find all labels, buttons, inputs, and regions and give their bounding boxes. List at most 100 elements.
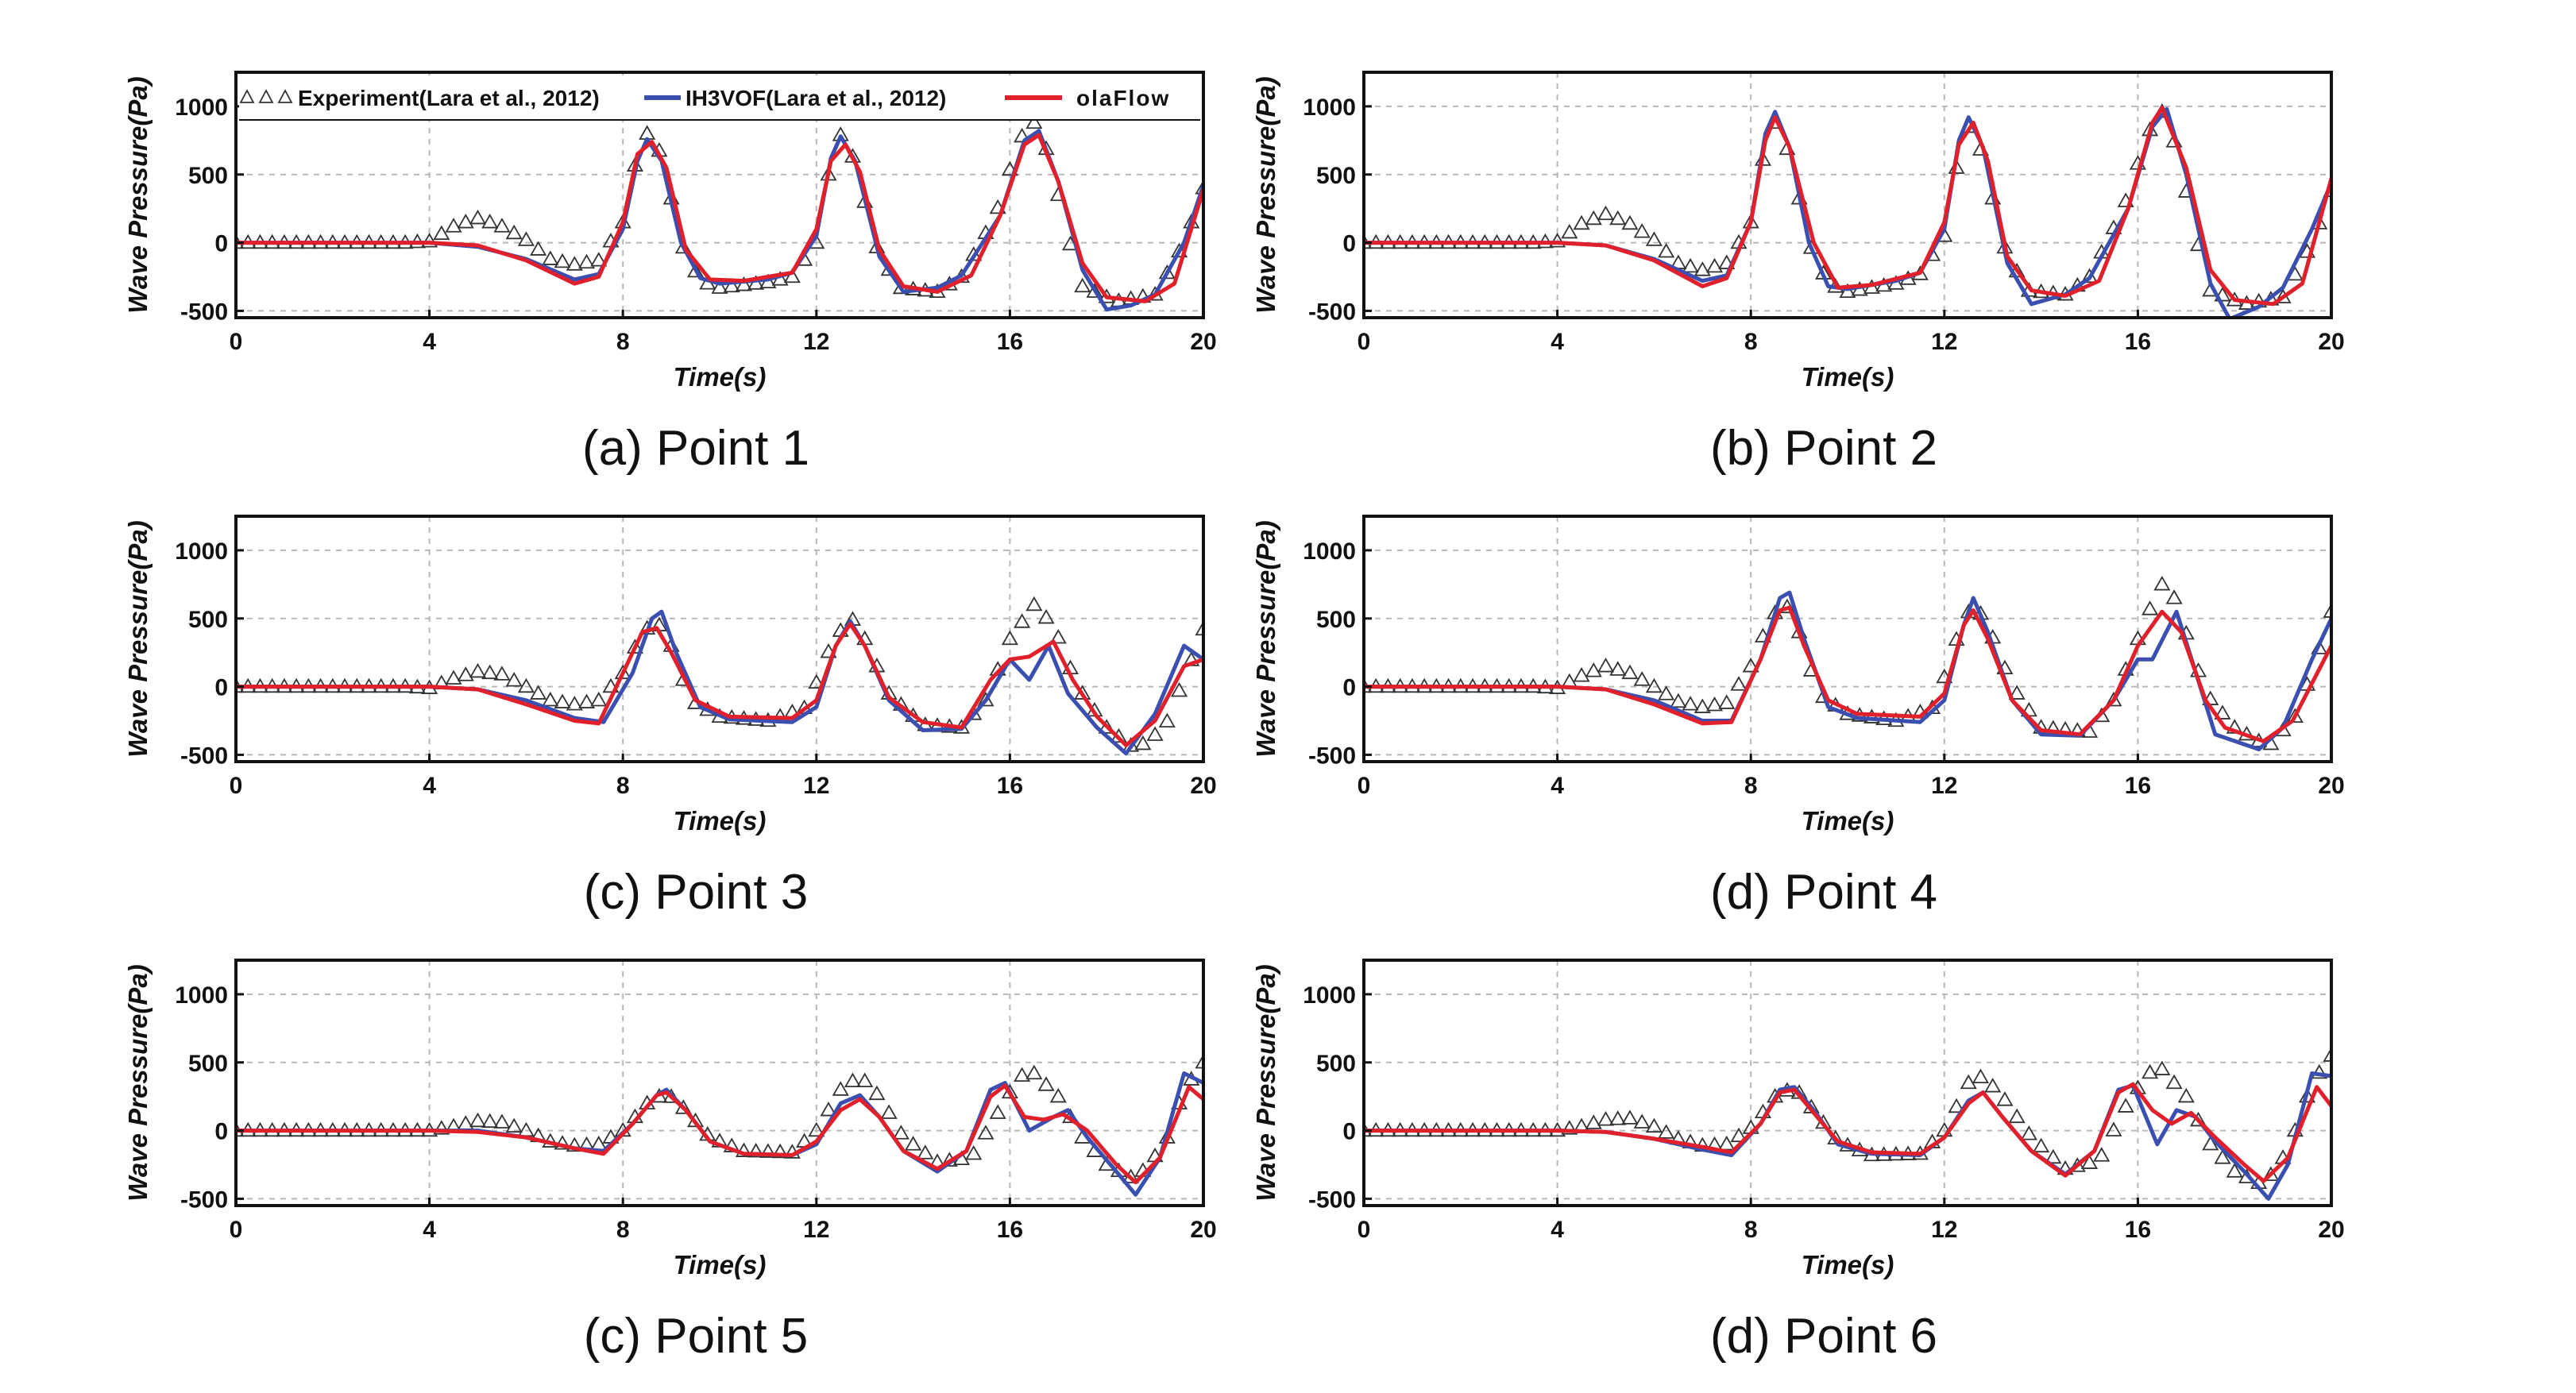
panel-caption: (c) Point 3 bbox=[584, 865, 809, 920]
experiment-marker bbox=[2008, 1108, 2026, 1124]
experiment-marker bbox=[590, 691, 608, 707]
y-tick-label: 1000 bbox=[1303, 982, 1356, 1009]
experiment-marker bbox=[554, 693, 571, 708]
x-tick-label: 0 bbox=[230, 329, 243, 355]
y-tick-label: 500 bbox=[1316, 607, 1356, 633]
y-tick-label: 1000 bbox=[175, 538, 228, 565]
experiment-marker bbox=[493, 218, 511, 233]
experiment-marker bbox=[1609, 1110, 1627, 1125]
experiment-marker bbox=[783, 268, 801, 284]
experiment-marker bbox=[457, 666, 474, 681]
experiment-marker bbox=[1573, 214, 1590, 230]
y-tick-label: 1000 bbox=[1303, 95, 1356, 121]
y-tick-label: -500 bbox=[180, 299, 228, 325]
experiment-marker bbox=[577, 253, 596, 269]
experiment-marker bbox=[530, 685, 547, 700]
x-tick-label: 8 bbox=[616, 329, 630, 355]
experiment-marker bbox=[711, 279, 728, 294]
series-olaflow bbox=[1364, 106, 2331, 307]
experiment-marker bbox=[1705, 696, 1724, 712]
plot-frame bbox=[1362, 515, 2333, 763]
x-tick-label: 4 bbox=[1551, 329, 1564, 355]
olaflow-line bbox=[236, 133, 1203, 303]
experiment-marker bbox=[1633, 1113, 1651, 1129]
x-axis-title: Time(s) bbox=[674, 362, 767, 392]
experiment-marker bbox=[1633, 671, 1651, 686]
x-tick-label: 16 bbox=[997, 329, 1023, 355]
y-tick-label: 0 bbox=[1342, 231, 1356, 257]
x-tick-label: 8 bbox=[1744, 773, 1758, 799]
experiment-marker bbox=[2262, 1166, 2280, 1182]
experiment-marker bbox=[1014, 1067, 1031, 1082]
x-tick-label: 4 bbox=[423, 329, 436, 355]
experiment-marker bbox=[989, 1104, 1006, 1119]
experiment-marker bbox=[1694, 261, 1711, 276]
experiment-marker bbox=[1158, 264, 1176, 280]
experiment-marker bbox=[2214, 286, 2231, 302]
experiment-marker bbox=[856, 1072, 874, 1088]
experiment-marker bbox=[1742, 214, 1759, 229]
x-tick-label: 0 bbox=[1358, 773, 1371, 799]
y-tick-label: 0 bbox=[214, 1119, 228, 1145]
experiment-marker bbox=[2153, 576, 2171, 591]
x-tick-label: 12 bbox=[803, 329, 829, 355]
experiment-marker bbox=[445, 669, 462, 685]
x-axis-title: Time(s) bbox=[674, 1250, 767, 1279]
experiment-marker bbox=[1658, 242, 1675, 258]
experiment-marker bbox=[2080, 268, 2099, 284]
x-tick-label: 20 bbox=[2318, 329, 2344, 355]
x-tick-label: 0 bbox=[1358, 329, 1371, 355]
experiment-marker bbox=[1597, 1111, 1615, 1126]
experiment-marker bbox=[759, 1143, 777, 1158]
experiment-marker bbox=[1658, 1124, 1675, 1139]
experiment-marker bbox=[723, 1137, 740, 1152]
panel-caption: (a) Point 1 bbox=[582, 421, 809, 476]
experiment-marker bbox=[1718, 694, 1736, 709]
series-olaflow bbox=[236, 622, 1203, 747]
x-tick-label: 0 bbox=[230, 1217, 243, 1243]
experiment-marker bbox=[1573, 667, 1590, 682]
experiment-marker bbox=[880, 1104, 898, 1119]
experiment-marker bbox=[917, 1144, 934, 1160]
y-tick-label: 500 bbox=[188, 607, 228, 633]
series-experiment bbox=[236, 596, 1203, 752]
experiment-marker bbox=[905, 1136, 922, 1151]
experiment-marker bbox=[2093, 1147, 2111, 1162]
experiment-marker bbox=[868, 1085, 886, 1101]
y-tick-label: -500 bbox=[180, 743, 228, 769]
experiment-marker bbox=[421, 233, 438, 248]
y-tick-label: 500 bbox=[188, 1051, 228, 1077]
experiment-marker bbox=[747, 1142, 765, 1158]
experiment-marker bbox=[1001, 1083, 1018, 1099]
experiment-marker bbox=[517, 231, 535, 246]
x-tick-label: 20 bbox=[1190, 1217, 1216, 1243]
experiment-marker bbox=[517, 677, 535, 693]
olaflow-line bbox=[1364, 605, 2331, 743]
olaflow-line bbox=[1364, 1082, 2331, 1183]
experiment-marker bbox=[542, 250, 559, 265]
experiment-marker bbox=[2153, 1060, 2171, 1075]
x-tick-label: 12 bbox=[803, 773, 829, 799]
experiment-marker bbox=[1718, 254, 1736, 269]
experiment-marker bbox=[2008, 685, 2026, 700]
series-olaflow bbox=[236, 133, 1203, 303]
x-tick-label: 20 bbox=[2318, 1217, 2344, 1243]
experiment-marker bbox=[844, 1072, 862, 1088]
experiment-marker bbox=[554, 253, 571, 268]
experiment-marker bbox=[1645, 231, 1663, 246]
experiment-marker bbox=[977, 691, 994, 707]
x-tick-label: 20 bbox=[2318, 773, 2344, 799]
y-tick-label: 0 bbox=[1342, 675, 1356, 701]
experiment-marker bbox=[1014, 613, 1031, 628]
experiment-marker bbox=[1742, 658, 1759, 673]
y-tick-label: 1000 bbox=[1303, 538, 1356, 565]
legend: Experiment(Lara et al., 2012) IH3VOF(Lara… bbox=[239, 75, 1200, 121]
y-tick-label: 1000 bbox=[175, 95, 228, 121]
experiment-marker bbox=[1561, 223, 1578, 239]
experiment-marker bbox=[1195, 620, 1203, 636]
experiment-marker bbox=[1170, 681, 1188, 697]
